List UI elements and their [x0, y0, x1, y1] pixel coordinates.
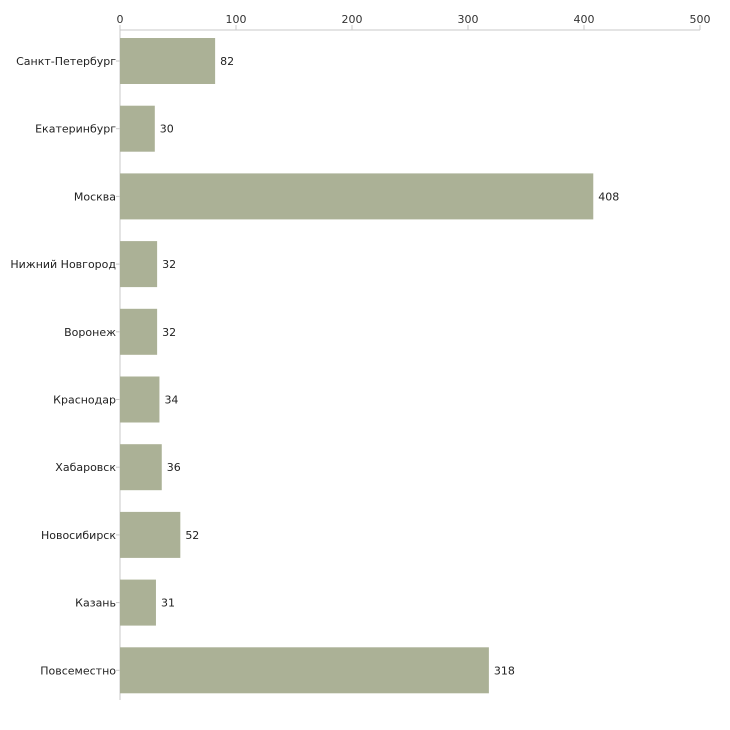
value-label: 32: [162, 326, 176, 339]
x-tick-label: 300: [458, 13, 479, 26]
category-label: Екатеринбург: [35, 123, 116, 136]
value-label: 82: [220, 55, 234, 68]
value-label: 34: [164, 394, 178, 407]
category-label: Москва: [74, 190, 116, 203]
category-label: Краснодар: [53, 394, 116, 407]
bars: [120, 38, 594, 694]
x-tick-label: 500: [690, 13, 711, 26]
bar: [120, 511, 181, 558]
bar: [120, 105, 155, 152]
bar: [120, 241, 158, 288]
x-tick-label: 100: [226, 13, 247, 26]
x-tick-label: 200: [342, 13, 363, 26]
value-label: 52: [185, 529, 199, 542]
value-label: 408: [598, 190, 619, 203]
category-label: Хабаровск: [55, 461, 116, 474]
category-labels: Санкт-Петербург Екатеринбург Москва Нижний …: [10, 55, 116, 677]
value-label: 30: [160, 123, 174, 136]
x-tick-label: 400: [574, 13, 595, 26]
bar: [120, 579, 156, 626]
value-label: 36: [167, 461, 181, 474]
value-label: 318: [494, 664, 515, 677]
category-label: Воронеж: [64, 326, 116, 339]
x-tick-label: 0: [117, 13, 124, 26]
category-label: Повсеместно: [40, 664, 116, 677]
value-label: 32: [162, 258, 176, 271]
category-label: Новосибирск: [41, 529, 116, 542]
bar: [120, 647, 489, 694]
value-label: 31: [161, 597, 175, 610]
bar: [120, 173, 594, 220]
x-axis: 0 100 200 300 400 500: [116, 13, 711, 700]
category-label: Санкт-Петербург: [16, 55, 116, 68]
bar: [120, 444, 162, 491]
bar: [120, 308, 158, 355]
bar: [120, 376, 160, 423]
category-label: Казань: [75, 597, 116, 610]
bar: [120, 38, 216, 84]
category-label: Нижний Новгород: [10, 258, 116, 271]
value-labels: 82 30 408 32 32 34 36 52 31 318: [160, 55, 619, 677]
